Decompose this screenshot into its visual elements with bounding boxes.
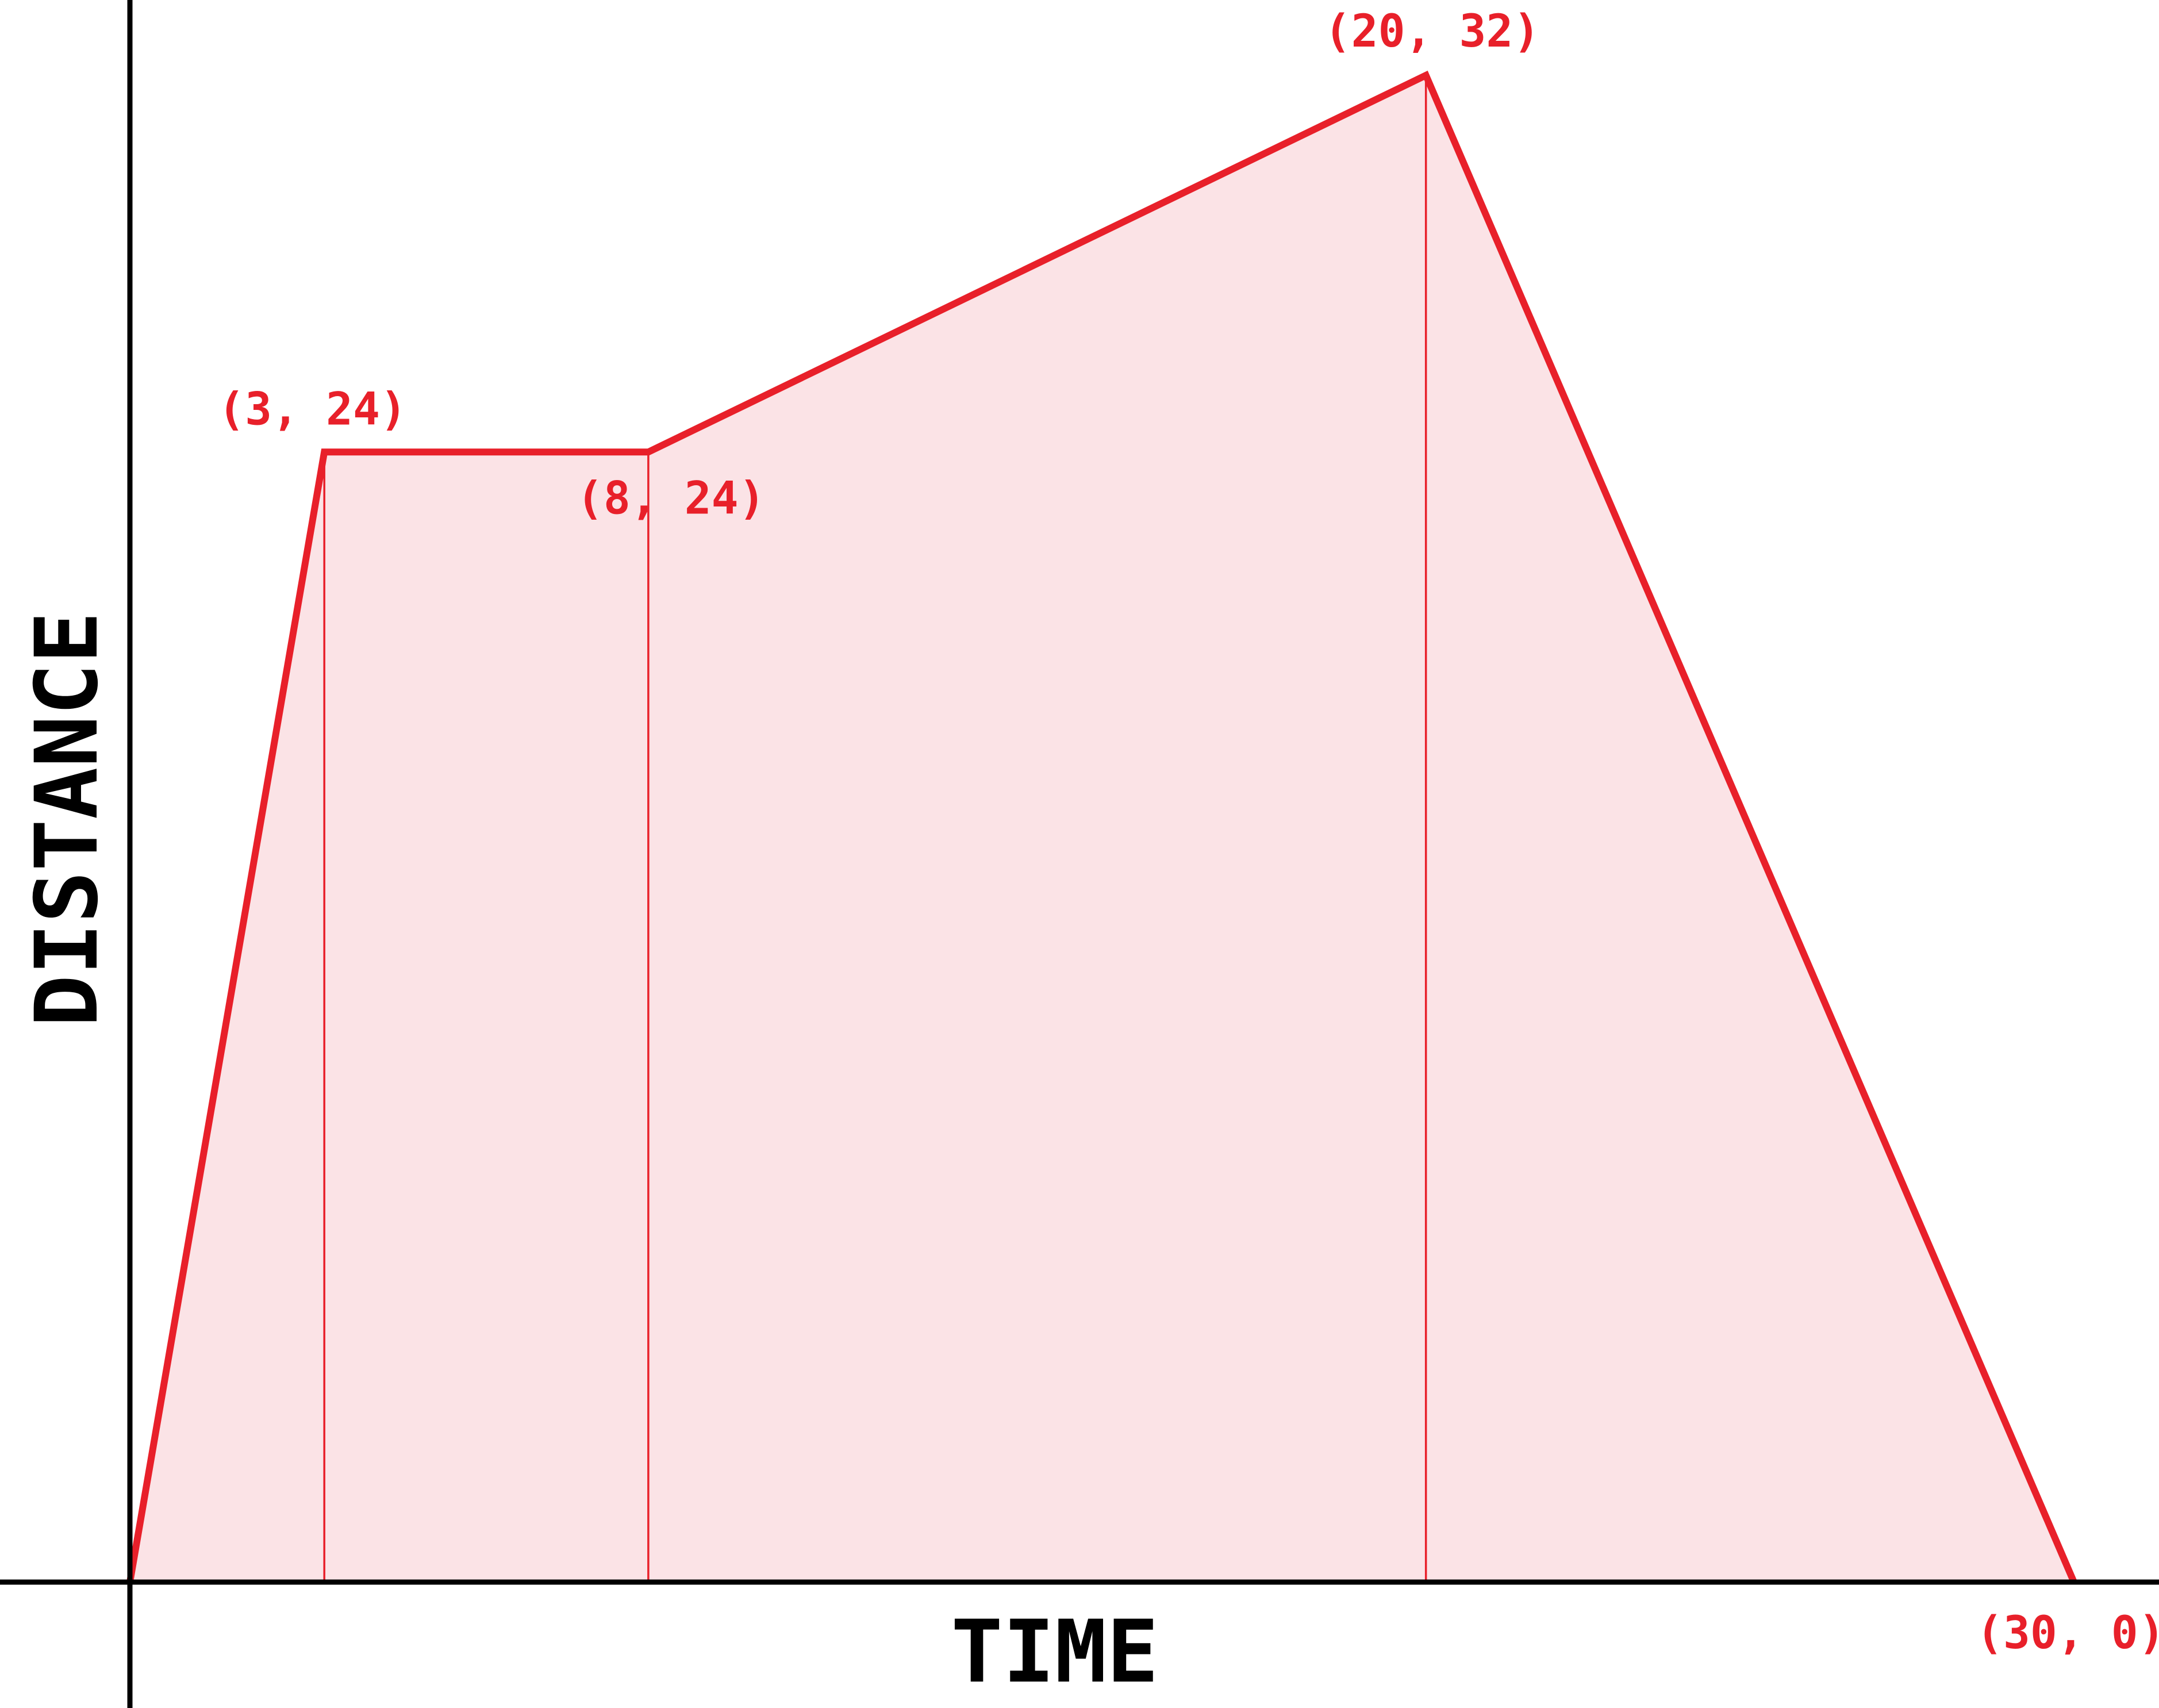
y-axis-title: DISTANCE	[17, 612, 117, 1027]
point-labels: (3, 24) (8, 24) (20, 32) (30, 0)	[218, 6, 2159, 1659]
series-line	[126, 70, 2077, 1584]
point-label: (20, 32)	[1324, 6, 1541, 57]
point-label: (30, 0)	[1976, 1607, 2159, 1659]
point-label: (3, 24)	[218, 383, 407, 435]
point-label: (8, 24)	[577, 473, 766, 524]
area-fill	[130, 75, 2074, 1582]
x-axis-title: TIME	[951, 1602, 1158, 1702]
marks-layer	[126, 70, 2077, 1584]
